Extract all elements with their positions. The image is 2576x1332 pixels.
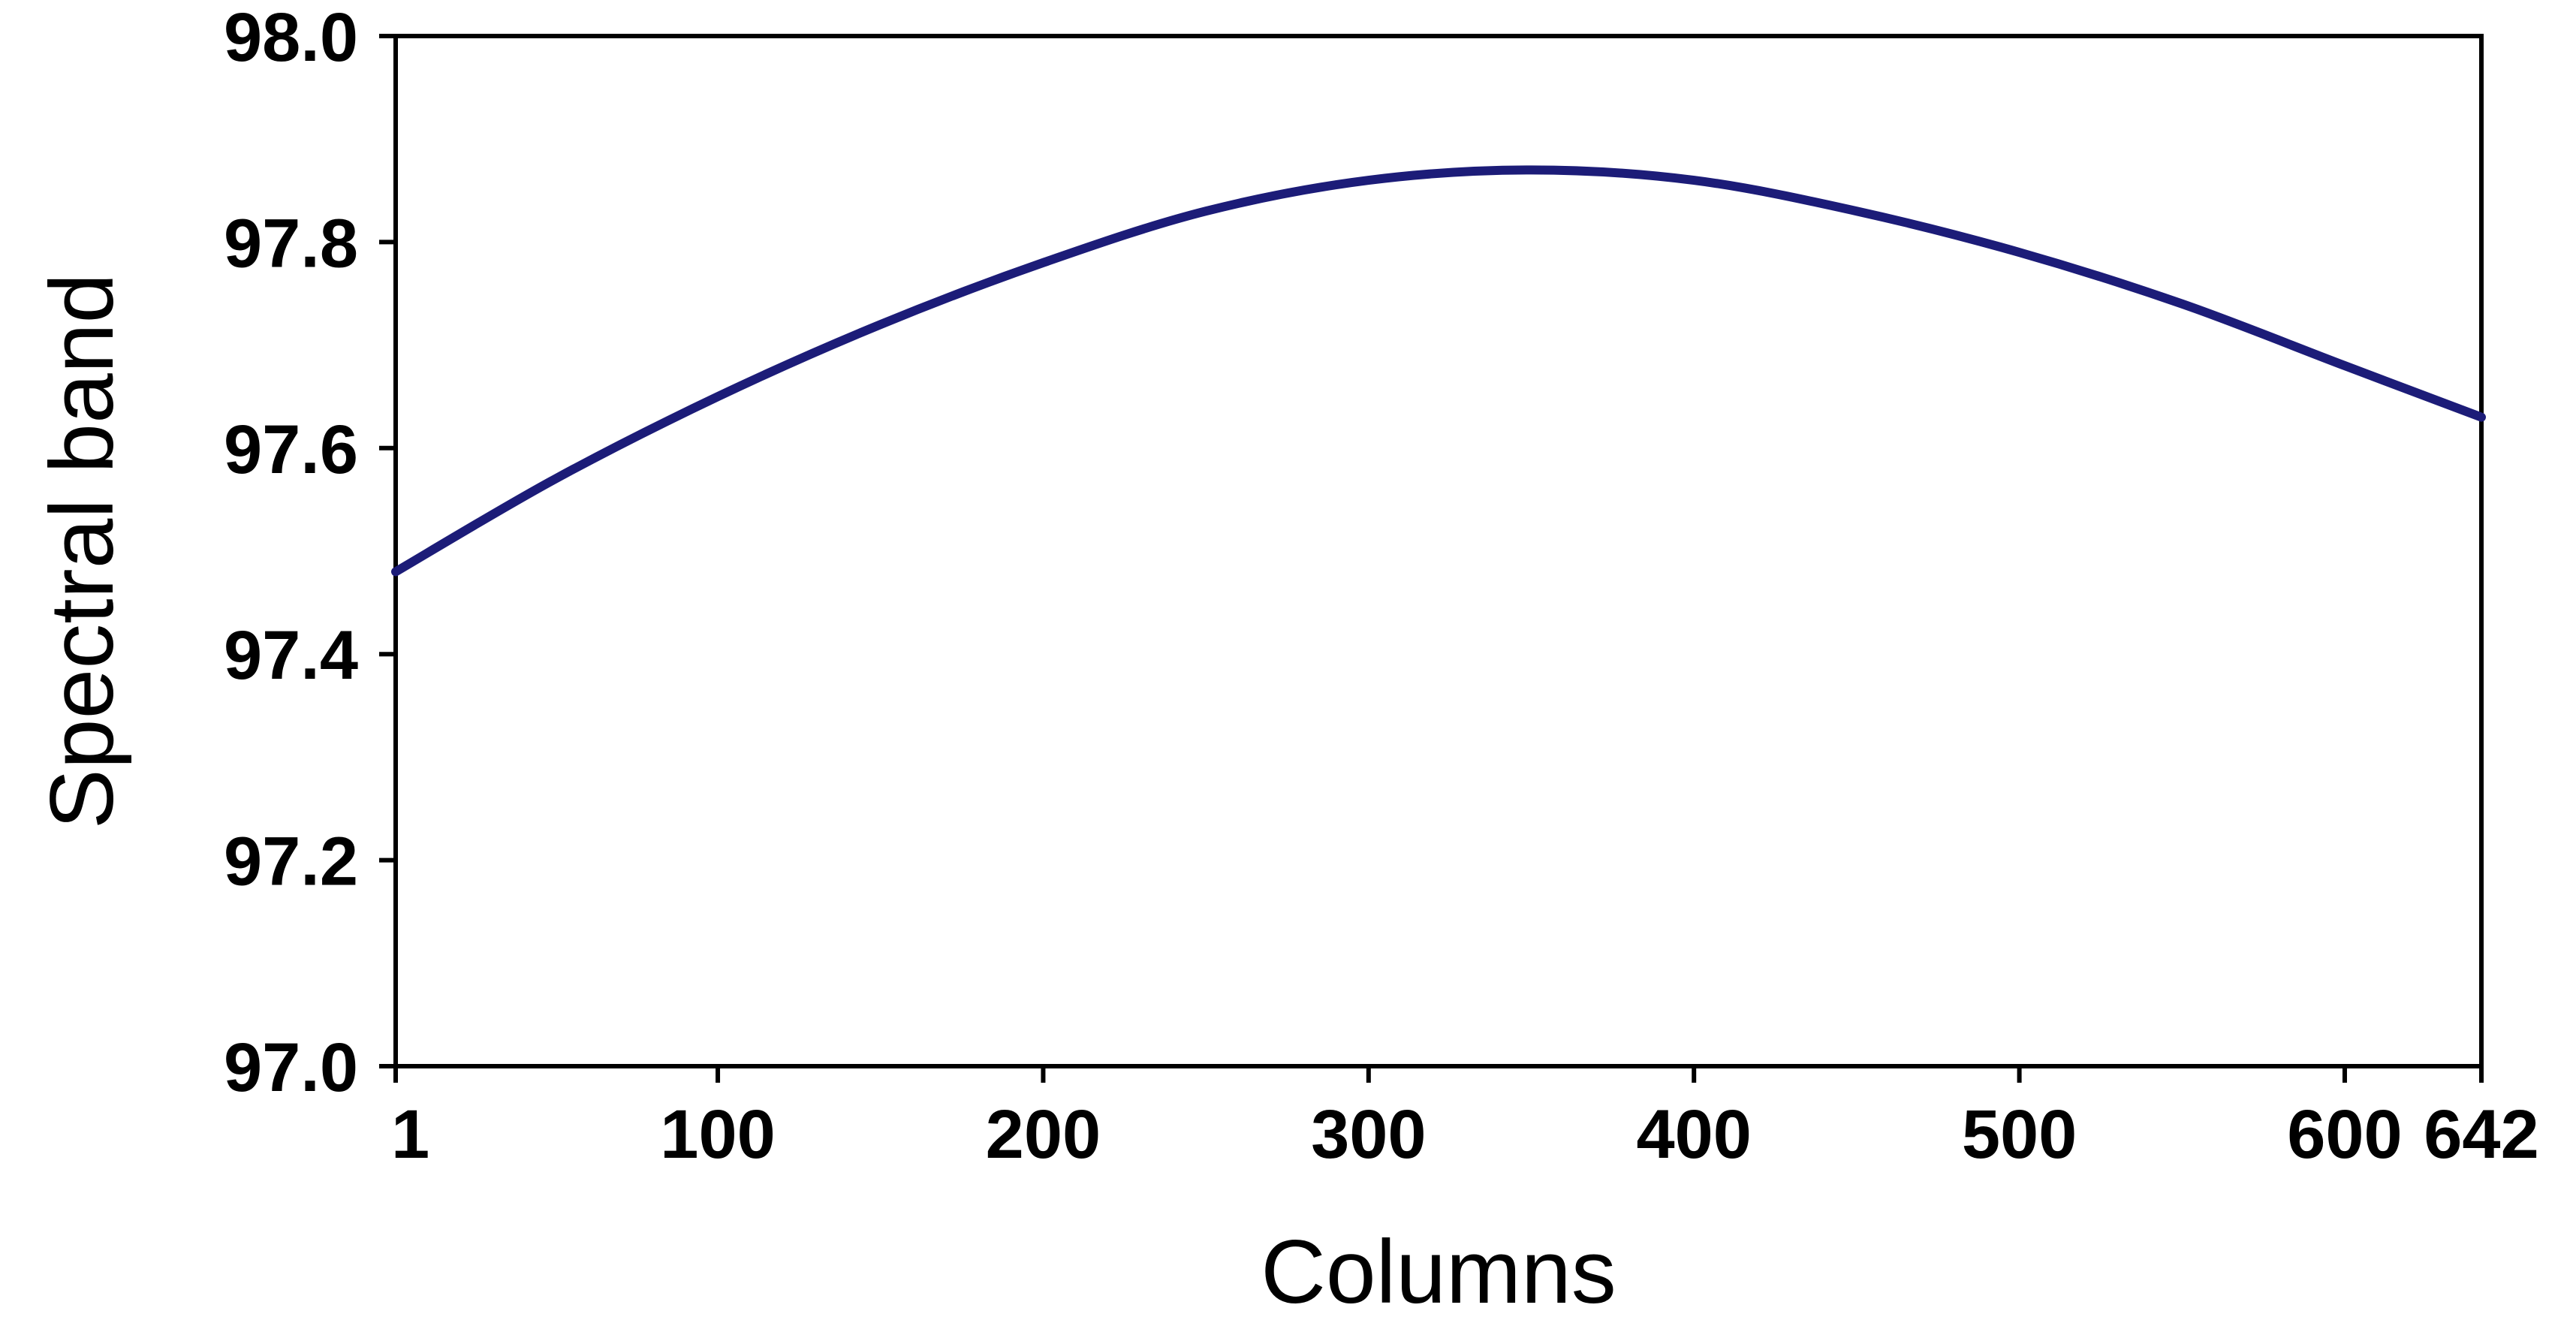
x-tick-label: 400 — [1636, 1096, 1752, 1173]
x-axis: 1 100 200 300 400 500 600 642 — [391, 1066, 2539, 1173]
y-axis-title: Spectral band — [32, 273, 132, 830]
x-tick-label: 500 — [1962, 1096, 2077, 1173]
x-tick-label: 600 — [2287, 1096, 2403, 1173]
x-tick-label: 1 — [391, 1096, 429, 1173]
y-tick-label: 97.2 — [224, 824, 358, 900]
y-tick-label: 97.0 — [224, 1029, 358, 1106]
y-tick-label: 97.6 — [224, 411, 358, 488]
y-axis: 97.0 97.2 97.4 97.6 97.8 98.0 — [224, 0, 396, 1106]
series-layer — [391, 165, 2486, 577]
x-tick-label: 642 — [2424, 1096, 2539, 1173]
x-tick-label: 200 — [986, 1096, 1101, 1173]
y-tick-label: 97.8 — [224, 205, 358, 282]
plot-area-frame — [393, 34, 2484, 1068]
x-tick-label: 300 — [1311, 1096, 1427, 1173]
x-axis-title: Columns — [1261, 1222, 1616, 1322]
y-tick-label: 97.4 — [224, 617, 358, 694]
x-tick-label: 100 — [660, 1096, 776, 1173]
y-tick-label: 98.0 — [224, 0, 358, 76]
series-line — [391, 165, 2486, 577]
